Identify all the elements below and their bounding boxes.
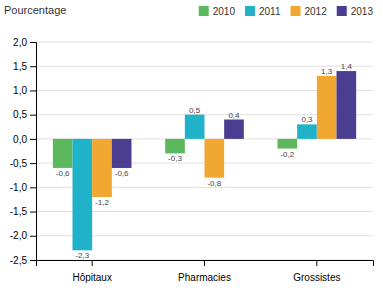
data-label: 0,3 (301, 115, 313, 124)
axis-line (37, 261, 374, 267)
tick-label: -2,0 (10, 230, 28, 241)
plot: -0,6 -0,3 -0,2 -2,3 0,5 0,3 -1,2 -0,8 1,3 -0,6 0,4… (10, 37, 374, 283)
bar (205, 139, 225, 178)
data-label: -0,8 (207, 179, 221, 188)
bar (53, 139, 73, 168)
data-labels: -0,6 -0,3 -0,2 -2,3 0,5 0,3 -1,2 -0,8 1,3 -0,6 0,4… (56, 62, 353, 260)
tick-mark (30, 212, 36, 213)
tick-label: -2,5 (10, 255, 28, 266)
tick-mark (30, 90, 36, 91)
data-label: 0,4 (228, 111, 240, 120)
tick: 0,0 (13, 134, 36, 145)
legend-item: 2010 (199, 6, 236, 17)
data-label: 1,3 (321, 67, 333, 76)
bar (278, 139, 298, 149)
tick: 1,0 (13, 85, 36, 96)
grid (36, 42, 373, 260)
data-label: -2,3 (75, 251, 89, 260)
tick-mark (30, 115, 36, 116)
bar (165, 139, 185, 154)
data-label: -0,6 (56, 169, 70, 178)
legend-label: 2013 (351, 6, 374, 17)
bar (185, 115, 205, 139)
bars (53, 71, 356, 250)
tick: Hôpitaux (72, 260, 111, 283)
tick-label: Pharmacies (178, 272, 231, 283)
tick-mark (30, 42, 36, 43)
y-axis-title: Pourcentage (4, 4, 66, 16)
legend-swatch (337, 6, 347, 16)
legend-label: 2010 (213, 6, 236, 17)
tick-mark (30, 260, 36, 261)
tick-label: -1,0 (10, 182, 28, 193)
data-label: -0,6 (115, 169, 129, 178)
bar (317, 76, 337, 139)
legend-swatch (291, 6, 301, 16)
tick: 0,5 (13, 109, 36, 120)
tick-mark (30, 187, 36, 188)
tick-label: 0,0 (13, 134, 27, 145)
tick-mark (30, 66, 36, 67)
bar (224, 120, 244, 139)
axis-line (30, 43, 37, 261)
tick-label: 0,5 (13, 109, 27, 120)
legend-label: 2011 (259, 6, 281, 17)
tick-mark (30, 236, 36, 237)
legend: 2010 2011 2012 2013 (199, 6, 374, 17)
data-label: -1,2 (95, 198, 109, 207)
legend-swatch (245, 6, 255, 16)
tick-mark (204, 260, 205, 266)
tick: 1,5 (13, 61, 36, 72)
tick-mark (30, 139, 36, 140)
tick-label: -1,5 (10, 206, 28, 217)
data-label: 1,4 (341, 62, 353, 71)
tick: 2,0 (13, 37, 36, 48)
tick: Grossistes (293, 260, 340, 283)
tick-mark (30, 163, 36, 164)
tick-mark (316, 260, 317, 266)
legend-item: 2012 (291, 6, 328, 17)
tick-label: -0,5 (10, 158, 28, 169)
tick: Pharmacies (178, 260, 231, 283)
legend-swatch (199, 6, 209, 16)
tick: -1,0 (10, 182, 36, 193)
bar (336, 71, 356, 139)
tick-label: 1,5 (13, 61, 27, 72)
x-axis: Hôpitaux Pharmacies Grossistes (37, 260, 374, 283)
legend-item: 2011 (245, 6, 281, 17)
grid-line (36, 42, 373, 43)
data-label: -0,2 (280, 150, 294, 159)
tick-label: 1,0 (13, 85, 27, 96)
tick-mark (92, 260, 93, 266)
tick: -0,5 (10, 158, 36, 169)
bar (73, 139, 93, 250)
tick: -1,5 (10, 206, 36, 217)
chart: -0,6 -0,3 -0,2 -2,3 0,5 0,3 -1,2 -0,8 1,3 -0,6 0,4… (0, 0, 383, 290)
bar (92, 139, 112, 197)
data-label: 0,5 (189, 106, 201, 115)
legend-item: 2013 (337, 6, 374, 17)
bar (297, 124, 317, 139)
tick: -2,5 (10, 255, 36, 266)
tick: -2,0 (10, 230, 36, 241)
tick-label: Grossistes (293, 272, 340, 283)
tick-label: 2,0 (13, 37, 27, 48)
tick-label: Hôpitaux (72, 272, 111, 283)
bar (112, 139, 132, 168)
data-label: -0,3 (168, 154, 182, 163)
y-axis: -2,5 -2,0 -1,5 -1,0 -0,5 0,0 0,5 1,0 1,5 2,0 (10, 37, 37, 266)
legend-label: 2012 (305, 6, 328, 17)
